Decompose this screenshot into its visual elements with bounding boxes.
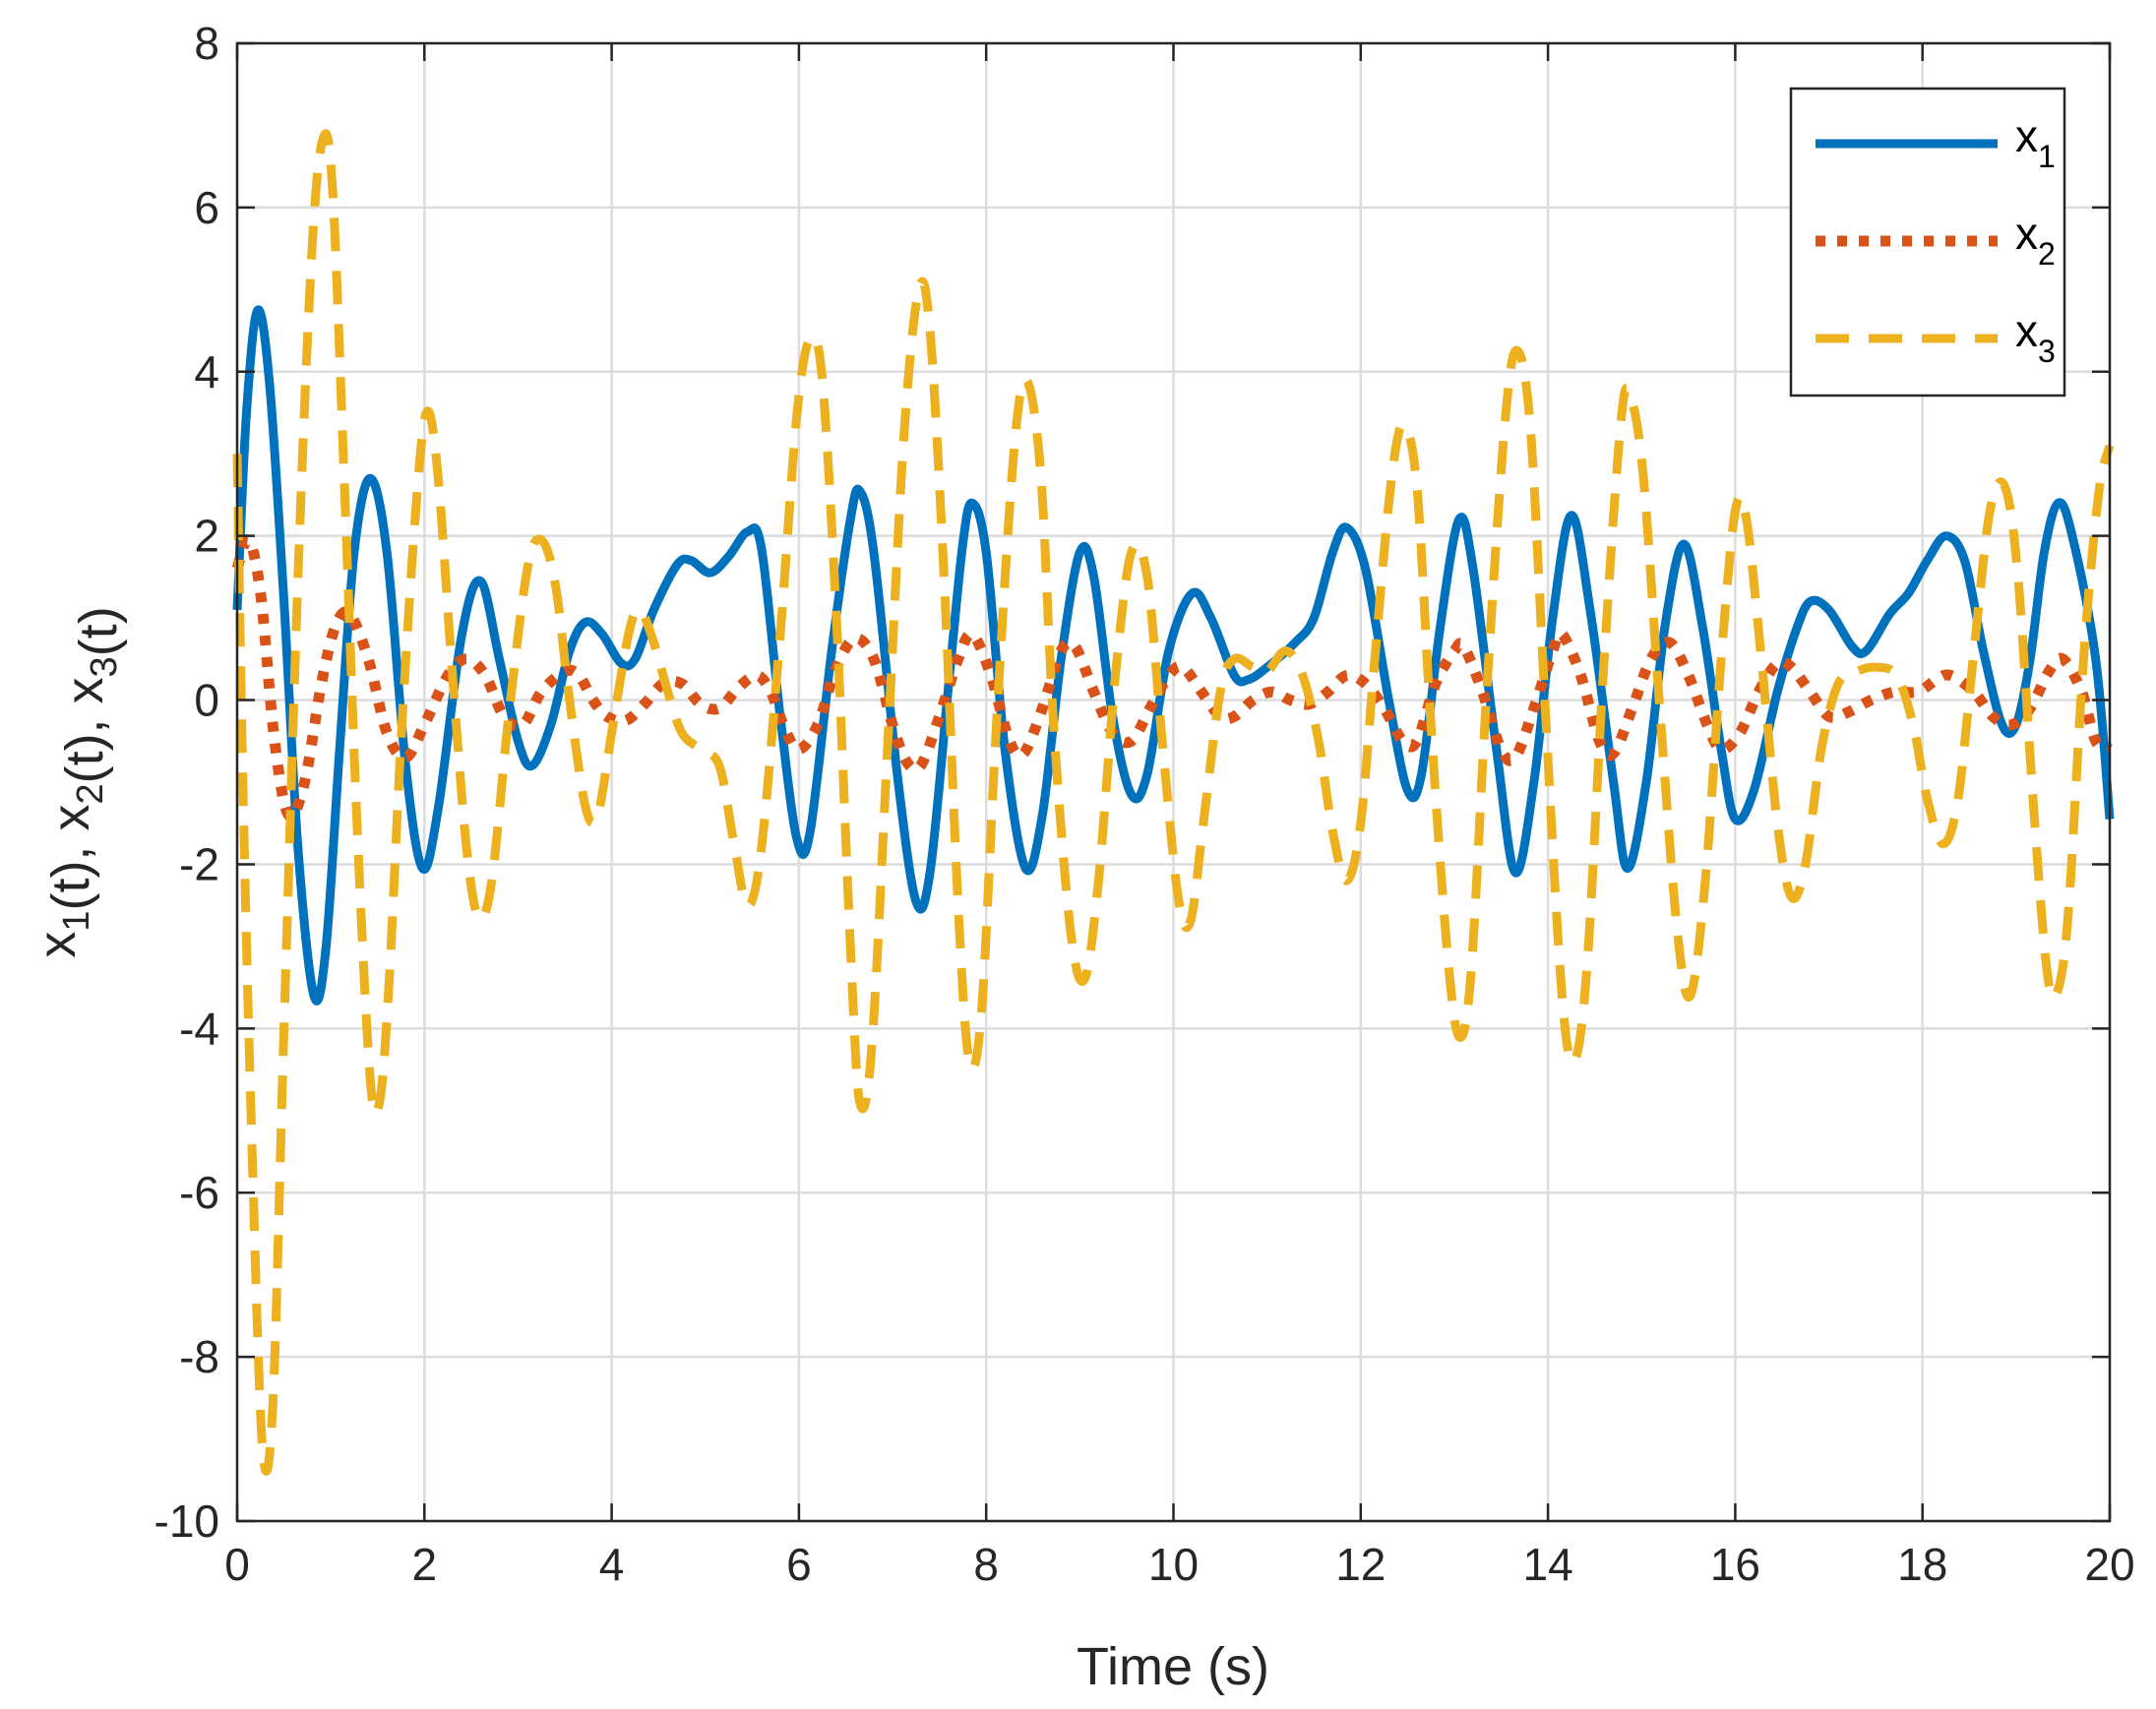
series-line-x3 <box>232 129 2115 1476</box>
y-tick-label: 0 <box>194 675 219 726</box>
x-tick-label: 12 <box>1335 1539 1386 1590</box>
axis-ticks <box>235 41 2112 1523</box>
x-tick-label: 20 <box>2084 1539 2134 1590</box>
x-tick-label: 18 <box>1897 1539 1947 1590</box>
y-tick-label: -10 <box>154 1495 219 1547</box>
x-tick-label: 10 <box>1148 1539 1199 1590</box>
x-tick-label: 0 <box>224 1539 250 1590</box>
y-tick-label: 8 <box>194 18 219 69</box>
y-tick-label: 2 <box>194 511 219 562</box>
legend-label-x3: x3 <box>2015 305 2056 369</box>
y-tick-label: 4 <box>194 346 219 397</box>
legend: x1 x2 x3 <box>1789 87 2066 397</box>
y-label-sub: 2 <box>70 783 111 804</box>
y-label-text: (t), x <box>41 805 100 911</box>
x-tick-label: 14 <box>1523 1539 1573 1590</box>
x-tick-label: 4 <box>599 1539 625 1590</box>
y-tick-label: 6 <box>194 182 219 233</box>
y-label-text: (t) <box>69 606 128 656</box>
y-tick-label: -8 <box>179 1331 219 1382</box>
y-tick-label: -4 <box>179 1003 219 1054</box>
y-tick-label: -6 <box>179 1167 219 1218</box>
y-label-sub: 1 <box>56 911 97 932</box>
y-tick-label: -2 <box>179 838 219 889</box>
y-label-text: x <box>28 932 87 958</box>
x-tick-label: 6 <box>786 1539 812 1590</box>
x-tick-labels: 0 2 4 6 8 10 12 14 16 18 20 <box>224 1539 2134 1590</box>
series-group <box>231 129 2115 1476</box>
y-tick-labels: -10 -8 -6 -4 -2 0 2 4 6 8 <box>154 18 219 1547</box>
series-line-x2 <box>231 534 2113 823</box>
x-tick-label: 16 <box>1710 1539 1760 1590</box>
x-tick-label: 8 <box>973 1539 999 1590</box>
x-tick-label: 2 <box>412 1539 438 1590</box>
x-axis-label: Time (s) <box>1077 1637 1269 1696</box>
y-label-text: (t), x <box>55 677 114 783</box>
y-label-sub: 3 <box>84 656 125 677</box>
series-line-x1 <box>232 305 2115 1006</box>
y-axis-label: x1(t), x2(t), x3(t) <box>28 606 128 957</box>
legend-label-x2: x2 <box>2015 208 2056 272</box>
legend-label-x1: x1 <box>2015 110 2056 174</box>
